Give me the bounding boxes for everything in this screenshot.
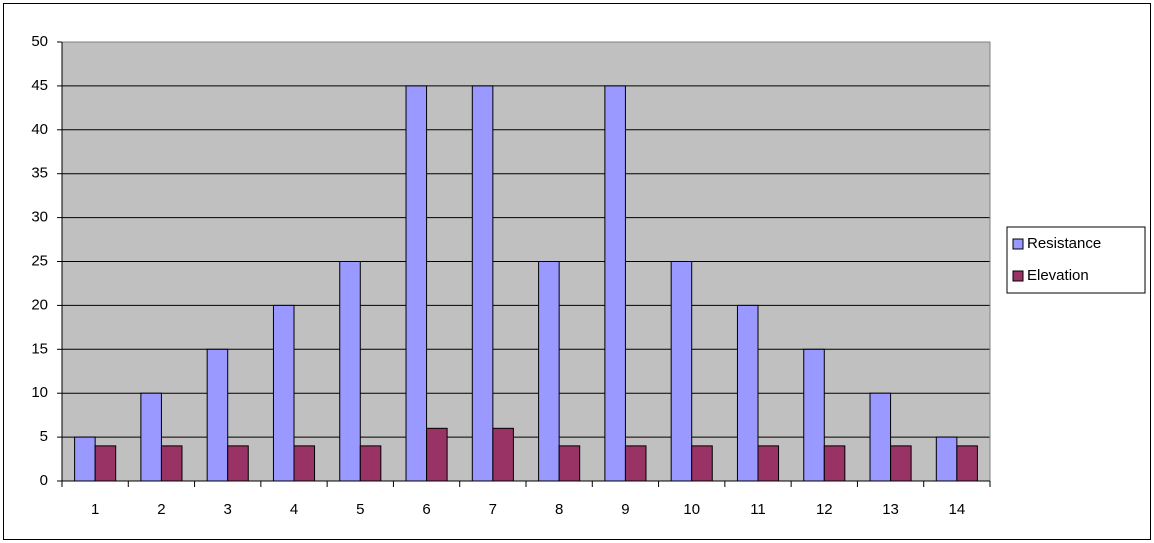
y-tick-label: 25	[31, 252, 48, 269]
x-tick-label: 12	[816, 501, 833, 518]
bar	[869, 392, 892, 482]
x-tick-label: 4	[290, 501, 298, 518]
legend-swatch	[1012, 270, 1024, 282]
bar	[538, 261, 560, 482]
bar	[691, 445, 713, 482]
x-tick-label: 2	[157, 501, 165, 518]
y-tick-label: 0	[40, 472, 48, 489]
bar	[604, 85, 626, 482]
bar	[426, 427, 448, 482]
legend-label: Elevation	[1027, 267, 1089, 284]
bar	[206, 348, 229, 482]
bar	[359, 445, 382, 482]
legend-box	[1006, 226, 1146, 294]
bar	[227, 445, 249, 482]
y-tick-label: 40	[31, 121, 48, 138]
bar	[94, 445, 117, 482]
x-tick-label: 14	[949, 501, 966, 518]
x-tick-label: 6	[422, 501, 430, 518]
bar	[890, 445, 912, 482]
x-tick-label: 10	[683, 501, 700, 518]
bar	[803, 348, 825, 482]
bar	[471, 85, 494, 482]
bar	[558, 445, 581, 482]
bar	[624, 445, 647, 482]
legend-label: Resistance	[1027, 235, 1101, 252]
x-tick-label: 1	[91, 501, 99, 518]
legend-swatch	[1012, 238, 1024, 250]
bar	[293, 445, 316, 482]
bar	[757, 445, 780, 482]
y-tick-label: 15	[31, 340, 48, 357]
x-tick-label: 13	[882, 501, 899, 518]
bar	[492, 427, 514, 482]
y-tick-label: 50	[31, 33, 48, 50]
y-tick-label: 45	[31, 77, 48, 94]
x-tick-label: 8	[555, 501, 563, 518]
y-tick-label: 30	[31, 209, 48, 226]
bar	[272, 304, 295, 482]
bar	[956, 445, 978, 482]
bar	[823, 445, 846, 482]
bar	[405, 85, 428, 482]
x-tick-label: 3	[224, 501, 232, 518]
bar	[935, 436, 958, 482]
x-tick-label: 9	[621, 501, 629, 518]
bar	[160, 445, 183, 482]
x-tick-label: 5	[356, 501, 364, 518]
y-tick-label: 20	[31, 296, 48, 313]
bar	[74, 436, 96, 482]
y-tick-label: 10	[31, 384, 48, 401]
y-tick-label: 5	[40, 428, 48, 445]
y-tick-label: 35	[31, 165, 48, 182]
bar	[339, 261, 361, 482]
x-tick-label: 11	[750, 501, 766, 518]
x-tick-label: 7	[489, 501, 497, 518]
bar	[670, 261, 693, 482]
bar	[736, 304, 759, 482]
bar	[140, 392, 162, 482]
